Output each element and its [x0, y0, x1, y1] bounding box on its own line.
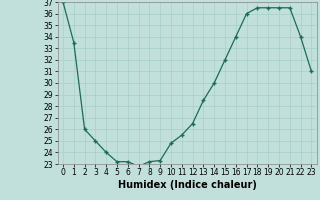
X-axis label: Humidex (Indice chaleur): Humidex (Indice chaleur): [118, 180, 257, 190]
